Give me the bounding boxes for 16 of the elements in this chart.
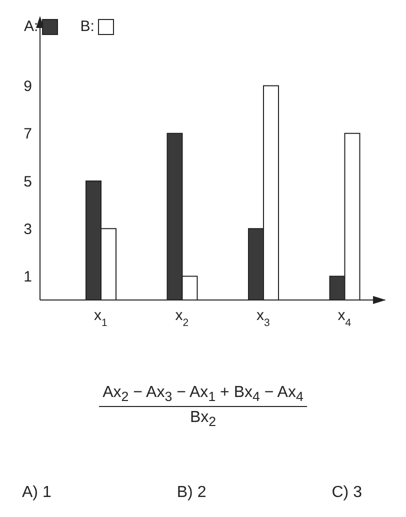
text: A) 1 [22,484,52,502]
text: Ax$_{2}$ − Ax$_{3}$ − Ax$_{1}$ + Bx$_{4}$ − Ax$_{4}$ [102,384,304,404]
y-tick-label: 7 [24,126,32,143]
y-tick-label: 5 [24,173,32,190]
text: C) 3 [332,484,362,502]
y-tick-label: 3 [24,220,32,238]
legend-label: A: [24,18,38,35]
x-tick-label: x$_{2}$ [175,307,189,329]
text: B) 2 [176,484,206,502]
y-tick-label: 9 [24,78,32,96]
legend-label: B: [80,18,94,35]
x-tick-label: x$_{1}$ [94,307,108,329]
x-tick-label: x$_{3}$ [256,307,270,329]
y-tick-label: 1 [24,268,32,286]
x-tick-label: x$_{4}$ [338,307,352,329]
text: Bx$_{2}$ [188,409,218,430]
